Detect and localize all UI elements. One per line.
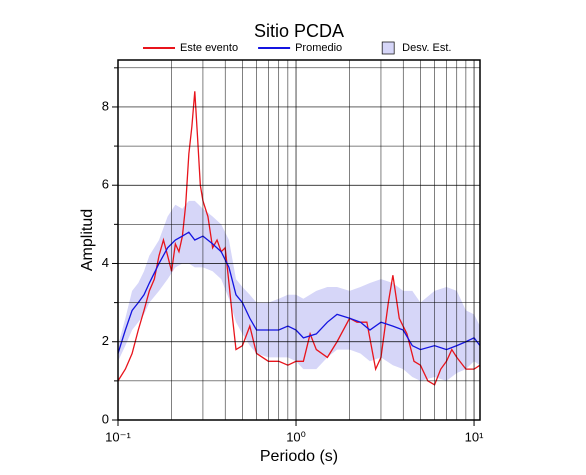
y-tick-label: 8 <box>102 98 109 113</box>
y-axis-label: Amplitud <box>79 209 96 271</box>
y-tick-label: 0 <box>102 411 109 426</box>
x-tick-label: 10⁰ <box>286 429 306 444</box>
y-tick-label: 6 <box>102 177 109 192</box>
legend: Este evento Promedio Desv. Est. <box>143 41 451 55</box>
y-tick-label: 2 <box>102 333 109 348</box>
plot-frame <box>117 59 481 421</box>
legend-swatch <box>381 41 395 55</box>
x-tick-label: 10¹ <box>465 429 484 444</box>
chart-title: Sitio PCDA <box>254 21 344 41</box>
legend-label: Desv. Est. <box>402 42 451 54</box>
series-line <box>117 231 481 354</box>
y-tick-label: 4 <box>102 255 109 270</box>
x-tick-label: 10⁻¹ <box>105 429 131 444</box>
plot-area <box>117 91 481 386</box>
grid <box>114 60 480 421</box>
x-axis-label: Periodo (s) <box>260 448 338 465</box>
std-band <box>118 200 480 381</box>
legend-label: Promedio <box>295 42 342 54</box>
legend-label: Este evento <box>180 42 238 54</box>
